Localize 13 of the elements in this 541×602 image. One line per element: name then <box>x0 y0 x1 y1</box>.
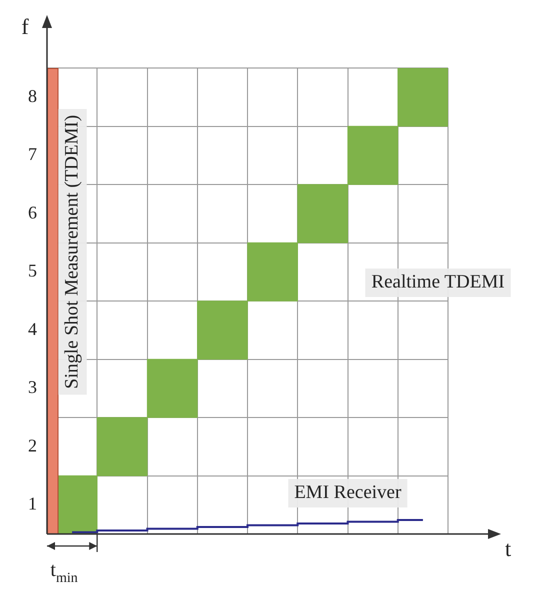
y-axis-title: f <box>21 14 30 39</box>
y-tick-label: 8 <box>28 86 37 106</box>
y-tick-label: 5 <box>28 260 37 281</box>
series-label: EMI Receiver <box>294 482 402 504</box>
text: Single Shot Measurement (TDEMI) <box>62 114 83 389</box>
y-tick-label: 3 <box>28 377 37 398</box>
y-tick-label: 1 <box>28 494 37 514</box>
y-tick-label: 4 <box>28 318 37 339</box>
series-label: Realtime TDEMI <box>371 272 505 293</box>
y-tick-label: 7 <box>28 144 37 164</box>
y-tick-label: 2 <box>28 435 37 456</box>
x-axis-title: t <box>504 536 512 561</box>
y-tick-label: 6 <box>28 202 37 222</box>
